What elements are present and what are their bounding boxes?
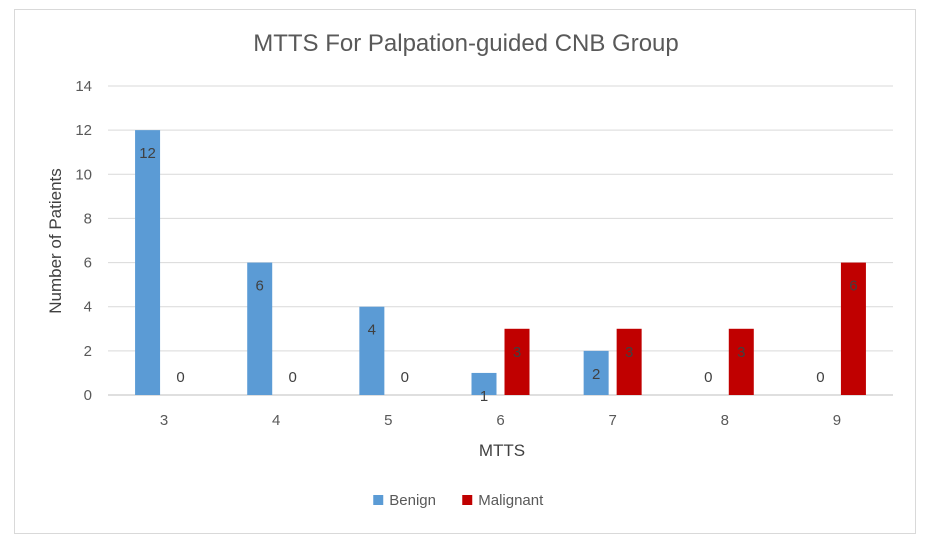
legend-swatch — [462, 495, 473, 505]
bar-malignant-9 — [840, 262, 866, 395]
bar-malignant-6 — [504, 328, 530, 395]
data-label: 3 — [513, 344, 521, 361]
y-tick-label: 2 — [84, 343, 92, 360]
bars — [135, 130, 866, 395]
bar-benign-6 — [471, 372, 497, 395]
bar-benign-3 — [135, 130, 161, 395]
bar-benign-4 — [247, 262, 273, 395]
data-label: 2 — [592, 366, 600, 383]
y-axis-title: Number of Patients — [46, 168, 65, 314]
data-label: 0 — [176, 369, 184, 386]
x-tick-label: 4 — [272, 412, 280, 429]
y-tick-label: 6 — [84, 255, 92, 272]
data-label: 1 — [480, 388, 488, 405]
x-tick-label: 8 — [721, 412, 729, 429]
legend-item-malignant: Malignant — [462, 492, 544, 509]
y-tick-label: 14 — [75, 78, 92, 95]
legend-label: Benign — [389, 492, 436, 509]
y-tick-label: 0 — [84, 387, 92, 404]
data-label: 3 — [737, 344, 745, 361]
x-tick-label: 7 — [608, 412, 616, 429]
x-axis-title: MTTS — [479, 441, 525, 460]
gridlines — [108, 85, 893, 396]
chart-frame — [14, 9, 916, 534]
data-label: 0 — [816, 369, 824, 386]
legend: Benign Malignant — [373, 492, 544, 509]
data-label: 12 — [139, 145, 156, 162]
y-tick-label: 12 — [75, 122, 92, 139]
y-tick-label: 8 — [84, 210, 92, 227]
legend-swatch — [373, 495, 384, 505]
data-label: 4 — [368, 322, 376, 339]
x-tick-label: 6 — [496, 412, 504, 429]
bar-benign-7 — [583, 350, 609, 395]
bar-malignant-8 — [728, 328, 754, 395]
data-label: 6 — [849, 278, 857, 295]
x-tick-label: 5 — [384, 412, 392, 429]
data-label: 6 — [256, 278, 264, 295]
chart-title: MTTS For Palpation-guided CNB Group — [253, 30, 679, 57]
bar-malignant-7 — [616, 328, 642, 395]
x-tick-label: 9 — [833, 412, 841, 429]
y-tick-label: 10 — [75, 166, 92, 183]
data-label: 0 — [704, 369, 712, 386]
legend-item-benign: Benign — [373, 492, 436, 509]
legend-label: Malignant — [478, 492, 544, 509]
y-tick-label: 4 — [84, 299, 92, 316]
bar-benign-5 — [359, 306, 385, 395]
data-label: 3 — [625, 344, 633, 361]
data-label: 0 — [401, 369, 409, 386]
x-tick-label: 3 — [160, 412, 168, 429]
data-label: 0 — [289, 369, 297, 386]
